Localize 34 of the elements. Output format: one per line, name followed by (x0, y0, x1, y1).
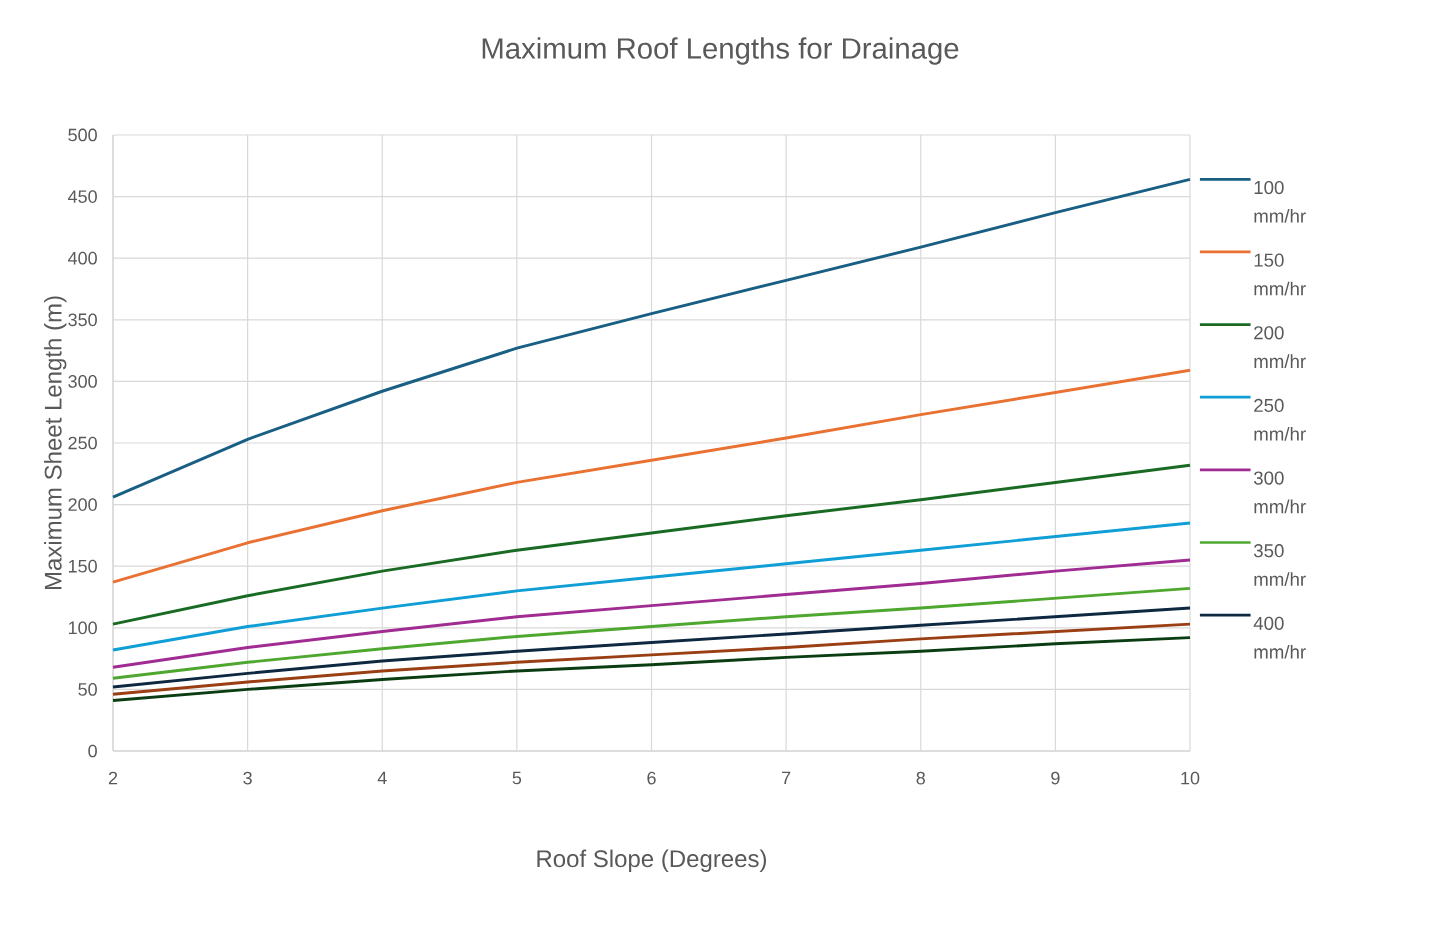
chart-title: Maximum Roof Lengths for Drainage (482, 37, 959, 65)
y-tick-label: 150 (68, 559, 97, 573)
y-axis-title: Maximum Sheet Length (m) (44, 296, 67, 590)
y-tick-label: 0 (88, 744, 97, 758)
text: 350 mm/hr (1253, 544, 1306, 586)
y-tick-label: 200 (68, 498, 97, 511)
line-series (111, 636, 1192, 702)
y-tick-label: 300 (68, 375, 97, 388)
line-series (111, 558, 1192, 669)
x-tick-label: 3 (243, 771, 252, 785)
y-tick-label: 100 (68, 621, 97, 635)
text: 100 mm/hr (1254, 180, 1306, 223)
line-series (111, 463, 1192, 626)
line-series (111, 177, 1192, 499)
text: 250 mm/hr (1254, 398, 1306, 441)
x-tick-label: 10 (1181, 771, 1200, 785)
text: 200 mm/hr (1254, 326, 1306, 369)
x-tick-label: 9 (1051, 771, 1060, 785)
text: 150 mm/hr (1254, 253, 1306, 296)
y-tick-label: 450 (68, 190, 97, 203)
y-tick-label: 400 (68, 251, 97, 265)
y-tick-label: 50 (78, 683, 97, 696)
x-tick-label: 8 (916, 771, 925, 785)
x-tick-label: 6 (647, 771, 656, 785)
y-tick-label: 250 (68, 436, 97, 450)
x-tick-label: 2 (108, 771, 118, 785)
x-tick-label: 7 (782, 771, 791, 785)
x-axis-title: Roof Slope (Degrees) (537, 849, 767, 872)
y-tick-label: 500 (68, 128, 97, 142)
y-tick-label: 350 (68, 313, 97, 327)
text: 400 mm/hr (1253, 616, 1306, 659)
x-tick-label: 4 (377, 771, 387, 785)
x-tick-label: 5 (512, 771, 522, 785)
text: 300 mm/hr (1253, 471, 1306, 514)
